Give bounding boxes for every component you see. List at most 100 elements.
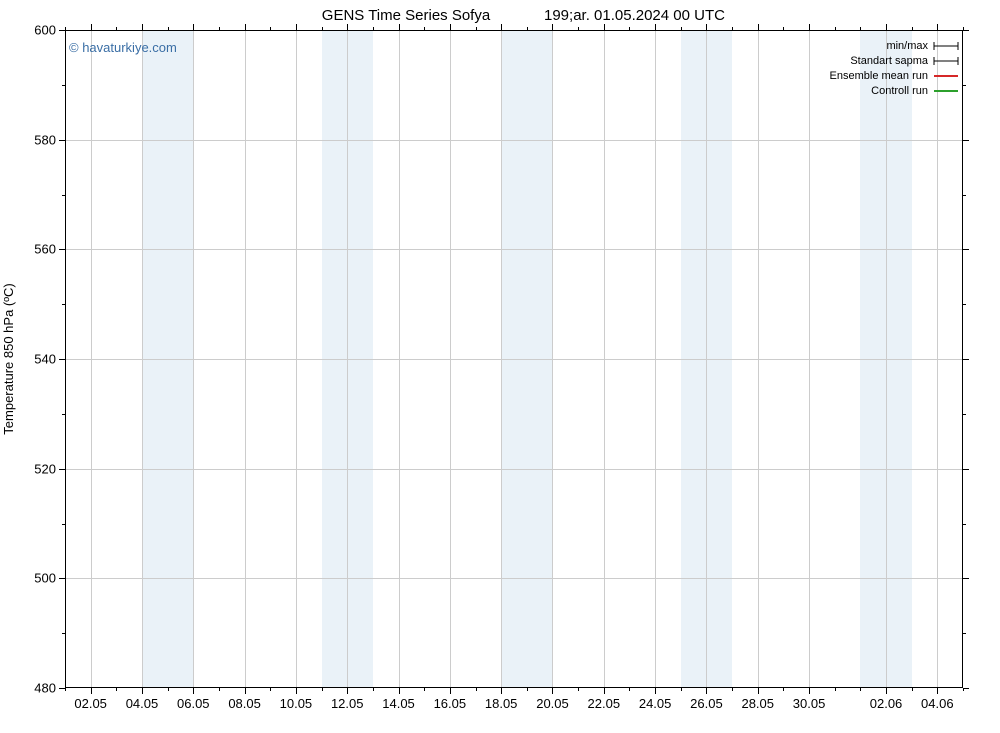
x-tick-mark [758, 688, 759, 694]
gridline-v [245, 30, 246, 688]
legend-swatch [932, 55, 960, 67]
y-axis-label: Temperature 850 hPa (ºC) [1, 283, 16, 434]
x-tick-mark [886, 688, 887, 694]
x-minor-tick-mark [270, 27, 271, 30]
gridline-v [604, 30, 605, 688]
x-minor-tick-mark [527, 27, 528, 30]
y-tick-mark [59, 469, 65, 470]
y-tick-label: 480 [34, 681, 56, 696]
plot-area [65, 30, 963, 688]
gridline-h [65, 359, 963, 360]
gridline-v [450, 30, 451, 688]
x-tick-label: 02.06 [870, 696, 903, 711]
legend-item: Ensemble mean run [830, 68, 960, 83]
gridline-v [706, 30, 707, 688]
x-tick-label: 30.05 [793, 696, 826, 711]
y-minor-tick-mark [963, 524, 966, 525]
legend-label: Standart sapma [850, 55, 928, 67]
x-minor-tick-mark [860, 688, 861, 691]
y-tick-mark [963, 140, 969, 141]
y-tick-mark [963, 30, 969, 31]
x-tick-mark [758, 24, 759, 30]
gridline-v [937, 30, 938, 688]
y-minor-tick-mark [963, 85, 966, 86]
y-tick-mark [963, 578, 969, 579]
legend-swatch [932, 85, 960, 97]
x-tick-mark [604, 688, 605, 694]
x-tick-mark [937, 688, 938, 694]
x-minor-tick-mark [219, 27, 220, 30]
gridline-v [399, 30, 400, 688]
x-minor-tick-mark [629, 688, 630, 691]
y-tick-mark [59, 30, 65, 31]
x-tick-label: 04.05 [126, 696, 159, 711]
y-tick-mark [59, 140, 65, 141]
x-minor-tick-mark [65, 688, 66, 691]
x-tick-mark [142, 24, 143, 30]
x-tick-mark [296, 24, 297, 30]
y-minor-tick-mark [963, 633, 966, 634]
y-tick-label: 560 [34, 242, 56, 257]
x-tick-label: 20.05 [536, 696, 569, 711]
y-tick-mark [59, 249, 65, 250]
x-minor-tick-mark [65, 27, 66, 30]
legend-swatch [932, 40, 960, 52]
x-tick-mark [501, 688, 502, 694]
y-minor-tick-mark [963, 304, 966, 305]
x-minor-tick-mark [681, 27, 682, 30]
x-tick-label: 14.05 [382, 696, 415, 711]
gridline-v [91, 30, 92, 688]
x-tick-mark [245, 24, 246, 30]
gridline-v [758, 30, 759, 688]
x-tick-label: 22.05 [588, 696, 621, 711]
x-minor-tick-mark [168, 27, 169, 30]
gridline-v [501, 30, 502, 688]
legend: min/maxStandart sapmaEnsemble mean runCo… [830, 38, 960, 98]
x-tick-mark [501, 24, 502, 30]
x-tick-mark [706, 688, 707, 694]
x-minor-tick-mark [963, 27, 964, 30]
x-tick-label: 08.05 [228, 696, 261, 711]
gridline-v [347, 30, 348, 688]
x-minor-tick-mark [783, 27, 784, 30]
x-tick-mark [809, 24, 810, 30]
gridline-h [65, 249, 963, 250]
y-tick-label: 520 [34, 461, 56, 476]
x-tick-mark [809, 688, 810, 694]
y-tick-label: 500 [34, 571, 56, 586]
y-minor-tick-mark [963, 195, 966, 196]
chart-canvas: GENS Time Series Sofya 199;ar. 01.05.202… [0, 0, 1000, 733]
x-minor-tick-mark [322, 688, 323, 691]
x-tick-mark [450, 688, 451, 694]
legend-item: min/max [830, 38, 960, 53]
x-tick-mark [886, 24, 887, 30]
x-minor-tick-mark [219, 688, 220, 691]
x-minor-tick-mark [629, 27, 630, 30]
x-minor-tick-mark [424, 688, 425, 691]
y-tick-label: 540 [34, 352, 56, 367]
legend-label: Ensemble mean run [830, 70, 928, 82]
gridline-v [552, 30, 553, 688]
x-tick-mark [552, 24, 553, 30]
x-tick-label: 06.05 [177, 696, 210, 711]
x-tick-mark [655, 688, 656, 694]
x-minor-tick-mark [168, 688, 169, 691]
x-tick-mark [706, 24, 707, 30]
gridline-v [142, 30, 143, 688]
gridline-v [886, 30, 887, 688]
x-minor-tick-mark [578, 27, 579, 30]
x-minor-tick-mark [732, 27, 733, 30]
x-minor-tick-mark [783, 688, 784, 691]
x-minor-tick-mark [527, 688, 528, 691]
watermark-text: © havaturkiye.com [69, 40, 177, 55]
legend-item: Standart sapma [830, 53, 960, 68]
x-tick-mark [347, 688, 348, 694]
x-minor-tick-mark [424, 27, 425, 30]
x-minor-tick-mark [373, 688, 374, 691]
x-tick-label: 28.05 [741, 696, 774, 711]
x-tick-mark [604, 24, 605, 30]
x-minor-tick-mark [681, 688, 682, 691]
x-minor-tick-mark [476, 27, 477, 30]
gridline-v [809, 30, 810, 688]
y-tick-mark [963, 249, 969, 250]
